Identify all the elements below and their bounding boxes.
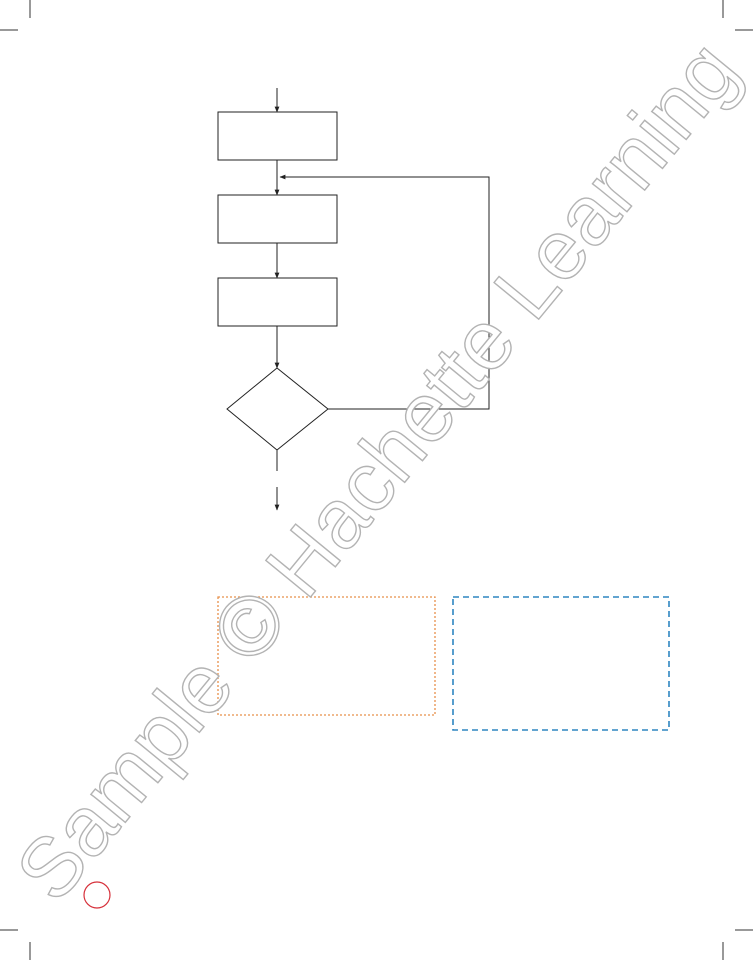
dotted-box [217, 596, 436, 716]
loop-arrow [279, 174, 490, 410]
page-number-circle [83, 881, 111, 909]
dashed-box [452, 596, 670, 731]
flowchart [217, 88, 490, 511]
process-box [217, 277, 338, 327]
process-box [217, 111, 338, 161]
process-box [217, 194, 338, 244]
watermark: Sample © Hachette Learning [0, 24, 753, 918]
decision-diamond [226, 367, 329, 451]
